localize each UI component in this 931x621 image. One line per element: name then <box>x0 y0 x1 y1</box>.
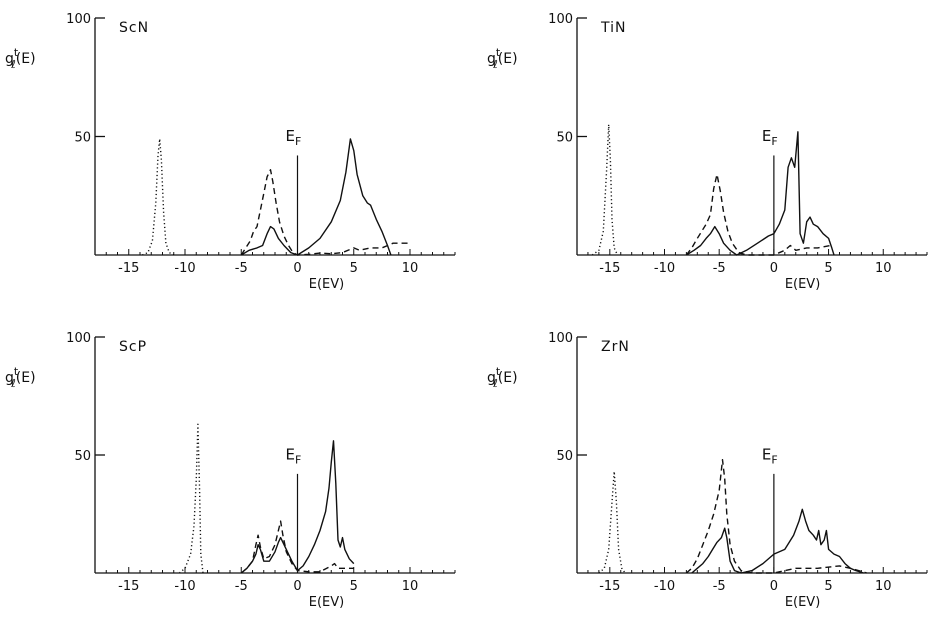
dos-curve-dashed <box>685 173 831 256</box>
x-tick-label: 10 <box>402 579 419 594</box>
y-axis-label: gt ℓ(E) <box>487 365 518 390</box>
x-tick-label: 0 <box>770 579 778 594</box>
x-tick-label: 10 <box>402 261 419 276</box>
panel-title: TiN <box>600 20 626 36</box>
y-tick-label: 100 <box>66 331 91 346</box>
panel-title: ZrN <box>601 339 630 355</box>
x-tick-label: -15 <box>599 261 620 276</box>
dos-curve-dashed <box>240 520 354 574</box>
x-tick-label: 5 <box>350 579 358 594</box>
y-axis-label: gt ℓ(E) <box>5 365 36 390</box>
fermi-level-label: EF <box>762 127 778 148</box>
dos-curve-solid <box>691 508 864 574</box>
dos-panel-scp: 50 100 -15 -10 -5 0 5 10 E(EV) gt ℓ(E) ScP EF <box>5 331 456 610</box>
fermi-level-label: EF <box>286 446 302 467</box>
x-tick-label: -10 <box>174 579 195 594</box>
x-tick-label: -5 <box>713 261 726 276</box>
x-tick-label: 5 <box>824 261 832 276</box>
y-tick-label: 100 <box>548 331 573 346</box>
y-tick-label: 50 <box>74 449 91 464</box>
x-tick-label: -5 <box>235 579 248 594</box>
x-tick-label: -5 <box>713 579 726 594</box>
y-tick-label: 100 <box>548 12 573 27</box>
dos-curve-dashed <box>240 169 410 256</box>
dos-panel-zrn: 50 100 -15 -10 -5 0 5 10 E(EV) gt ℓ(E) ZrN EF <box>487 331 928 610</box>
dos-curve-solid <box>686 131 835 256</box>
x-tick-label: -10 <box>174 261 195 276</box>
dos-curve-dashed <box>685 459 867 574</box>
dos-curve-dotted <box>178 423 204 574</box>
dos-panel-tin: 50 100 -15 -10 -5 0 5 10 E(EV) gt ℓ(E) TiN EF <box>487 12 928 292</box>
x-axis-label: E(EV) <box>309 595 344 610</box>
x-tick-label: 10 <box>875 261 892 276</box>
x-tick-label: 5 <box>350 261 358 276</box>
y-tick-label: 50 <box>556 449 573 464</box>
fermi-level-label: EF <box>286 127 302 148</box>
x-tick-label: -10 <box>654 579 675 594</box>
x-axis-label: E(EV) <box>309 277 344 292</box>
dos-curve-solid <box>240 138 392 256</box>
dos-curve-dotted <box>591 123 619 256</box>
dos-panel-scn: 50 100 -15 -10 -5 0 5 10 E(EV) gt ℓ(E) ScN EF <box>5 12 456 292</box>
x-axis-label: E(EV) <box>785 595 820 610</box>
x-tick-label: -15 <box>599 579 620 594</box>
x-tick-label: -5 <box>235 261 248 276</box>
fermi-level-label: EF <box>762 446 778 467</box>
dos-curve-dotted <box>142 138 175 256</box>
dos-curve-dotted <box>598 470 626 574</box>
x-tick-label: -15 <box>118 261 139 276</box>
x-tick-label: 0 <box>293 579 301 594</box>
y-tick-label: 50 <box>556 131 573 146</box>
y-tick-label: 100 <box>66 12 91 27</box>
y-tick-label: 50 <box>74 131 91 146</box>
dos-curve-solid <box>240 440 355 574</box>
x-tick-label: -15 <box>118 579 139 594</box>
x-axis-label: E(EV) <box>785 277 820 292</box>
y-axis-label: gt ℓ(E) <box>487 46 518 71</box>
x-tick-label: 0 <box>770 261 778 276</box>
x-tick-label: 0 <box>293 261 301 276</box>
panel-title: ScP <box>119 339 147 355</box>
x-tick-label: 10 <box>875 579 892 594</box>
y-axis-label: gt ℓ(E) <box>5 46 36 71</box>
x-tick-label: 5 <box>824 579 832 594</box>
x-tick-label: -10 <box>654 261 675 276</box>
panel-title: ScN <box>119 20 149 36</box>
